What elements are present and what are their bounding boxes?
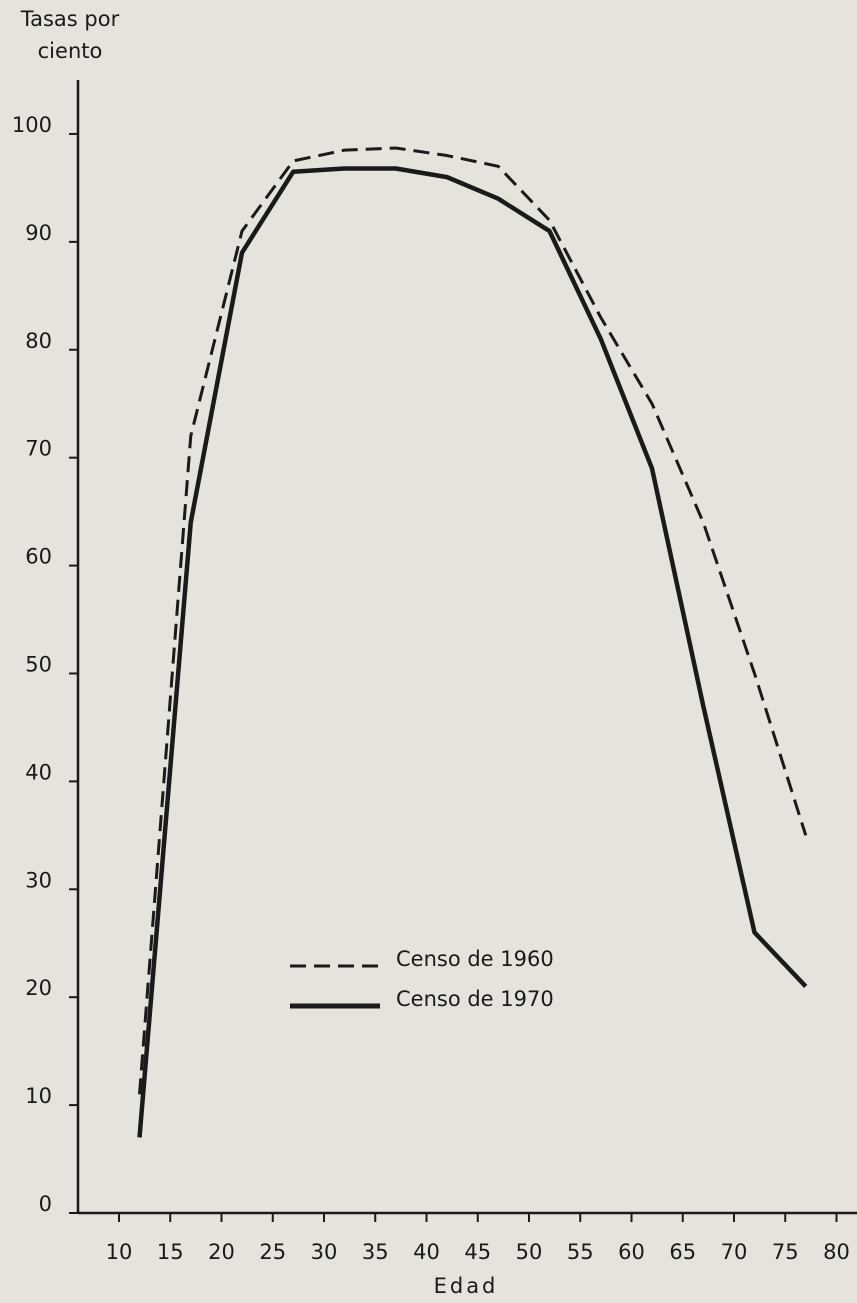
y-tick-label: 40	[25, 760, 52, 784]
x-tick-label: 10	[106, 1240, 133, 1264]
x-tick-label: 40	[413, 1240, 440, 1264]
y-axis-label: ciento	[38, 39, 103, 63]
y-tick-label: 100	[12, 113, 52, 137]
x-tick-label: 20	[208, 1240, 235, 1264]
y-tick-label: 60	[25, 545, 52, 569]
line-series	[138, 146, 808, 1095]
y-tick-label: 70	[25, 437, 52, 461]
x-tick-label: 35	[362, 1240, 389, 1264]
y-tick-label: 50	[25, 652, 52, 676]
y-tick-label: 80	[25, 329, 52, 353]
y-tick-label: 30	[25, 868, 52, 892]
x-tick-label: 55	[567, 1240, 594, 1264]
y-axis-label: Tasas por	[20, 7, 120, 31]
x-tick-label: 70	[721, 1240, 748, 1264]
x-tick-label: 45	[464, 1240, 491, 1264]
y-tick-label: 0	[39, 1192, 52, 1216]
line-series	[137, 166, 808, 1138]
x-tick-label: 25	[259, 1240, 286, 1264]
x-tick-label: 75	[772, 1240, 799, 1264]
x-tick-label: 30	[311, 1240, 338, 1264]
y-tick-label: 20	[25, 976, 52, 1000]
y-tick-label: 90	[25, 221, 52, 245]
x-tick-label: 80	[823, 1240, 850, 1264]
y-tick-label: 10	[25, 1084, 52, 1108]
x-axis-label: Edad	[434, 1274, 499, 1298]
x-tick-label: 65	[669, 1240, 696, 1264]
x-tick-label: 50	[516, 1240, 543, 1264]
x-tick-label: 15	[157, 1240, 184, 1264]
x-tick-label: 60	[618, 1240, 645, 1264]
legend-label: Censo de 1960	[396, 947, 554, 971]
legend-label: Censo de 1970	[396, 987, 554, 1011]
